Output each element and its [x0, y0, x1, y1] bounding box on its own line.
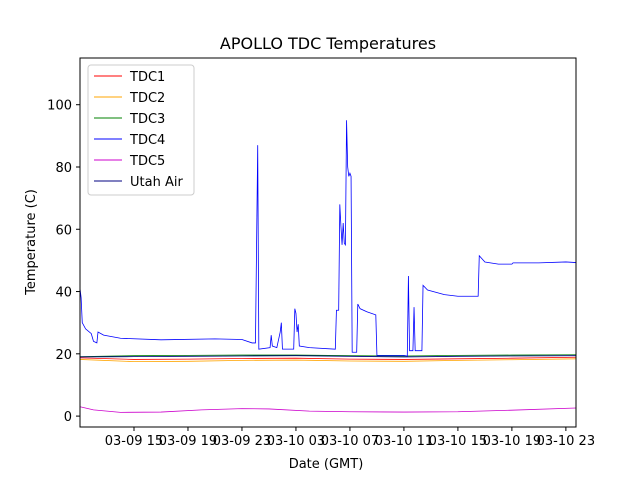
- series-layer: [80, 120, 576, 413]
- legend-label: Utah Air: [130, 175, 183, 190]
- x-tick-label: 03-10 15: [429, 434, 487, 449]
- x-tick-label: 03-10 11: [375, 434, 433, 449]
- series-line-4: [80, 406, 576, 413]
- legend-label: TDC4: [129, 133, 165, 148]
- x-tick-label: 03-10 07: [321, 434, 379, 449]
- y-tick-label: 40: [55, 286, 72, 301]
- y-tick-label: 80: [55, 161, 72, 176]
- x-axis-label: Date (GMT): [289, 457, 364, 472]
- y-axis-label: Temperature (C): [24, 189, 39, 296]
- x-tick-label: 03-09 15: [105, 434, 163, 449]
- y-tick-label: 60: [55, 223, 72, 238]
- legend-label: TDC3: [129, 112, 165, 127]
- series-line-5: [80, 355, 576, 358]
- x-tick-label: 03-10 23: [537, 434, 595, 449]
- x-tick-label: 03-09 19: [159, 434, 217, 449]
- series-line-0: [80, 356, 576, 360]
- series-line-2: [80, 354, 576, 358]
- chart-title: APOLLO TDC Temperatures: [220, 34, 436, 53]
- series-line-3: [80, 120, 576, 357]
- legend: TDC1 TDC2 TDC3 TDC4 TDC5 Utah Air: [87, 64, 195, 196]
- legend-label: TDC5: [129, 154, 165, 169]
- y-tick-label: 20: [55, 348, 72, 363]
- x-tick-label: 03-10 03: [267, 434, 325, 449]
- x-tick-label: 03-09 23: [213, 434, 271, 449]
- plot-frame: [79, 57, 577, 428]
- legend-label: TDC1: [129, 70, 165, 85]
- y-tick-label: 100: [47, 99, 72, 114]
- x-tick-label: 03-10 19: [483, 434, 541, 449]
- series-line-1: [80, 358, 576, 363]
- y-tick-label: 0: [64, 410, 72, 425]
- legend-label: TDC2: [129, 91, 165, 106]
- y-axis: 0 20 40 60 80 100: [47, 99, 80, 425]
